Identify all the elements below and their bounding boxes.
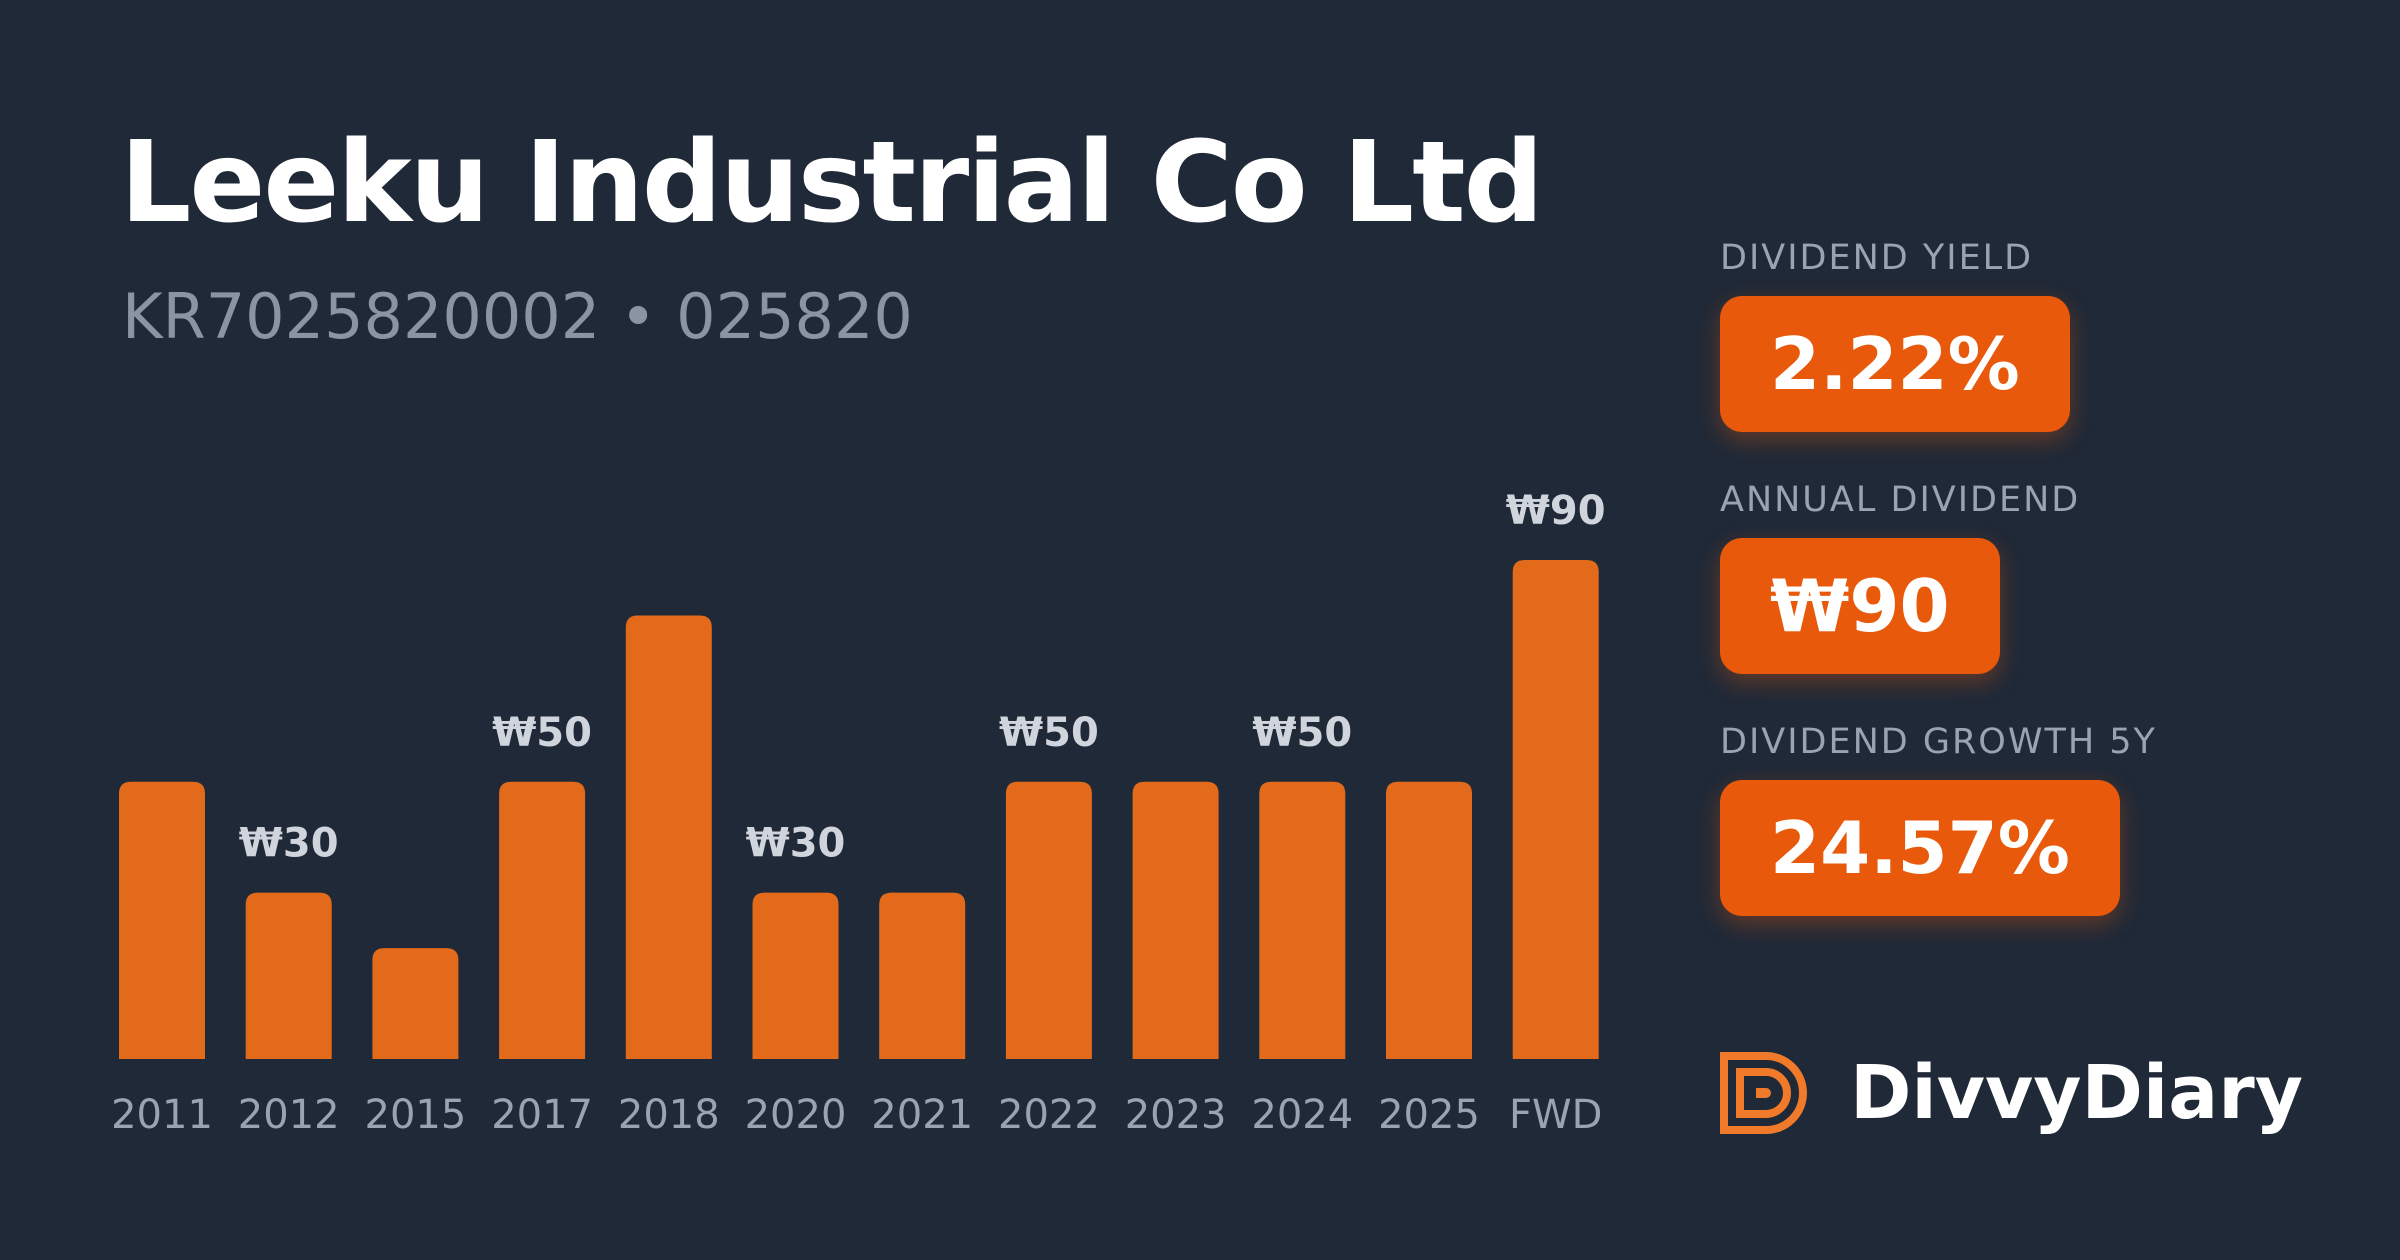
x-tick-label: 2024 — [1251, 1092, 1353, 1138]
logo — [1720, 1052, 1807, 1134]
value-label: ₩30 — [746, 821, 846, 867]
subtitle: KR7025820002 • 025820 — [122, 280, 913, 353]
bar — [119, 781, 205, 1059]
x-tick-label: 2022 — [998, 1092, 1100, 1138]
bar — [1132, 781, 1219, 1059]
x-tick-label: 2021 — [871, 1092, 973, 1138]
x-tick-label: 2017 — [491, 1092, 593, 1138]
stat-row: 24.57% — [1720, 780, 2157, 964]
bar — [1512, 560, 1599, 1059]
bar — [879, 892, 966, 1059]
chart: 2011 2012 ₩30 2015 2017 ₩50 2018 2020 ₩30 2021 202… — [111, 488, 1606, 1138]
stat-value: ₩90 — [1720, 538, 2000, 674]
bar — [372, 948, 459, 1059]
stat-label: DIVIDEND GROWTH 5Y — [1720, 722, 2157, 762]
bar — [1005, 781, 1092, 1059]
x-tick-label: 2023 — [1125, 1092, 1227, 1138]
x-tick-label: 2018 — [618, 1092, 720, 1138]
x-tick-label: 2012 — [238, 1092, 340, 1138]
stat-row: 2.22% — [1720, 296, 2157, 480]
x-tick-label: 2020 — [745, 1092, 847, 1138]
value-label: ₩50 — [1252, 710, 1352, 756]
value-label: ₩50 — [999, 710, 1099, 756]
stat-label: ANNUAL DIVIDEND — [1720, 480, 2081, 520]
stat-value: 24.57% — [1720, 780, 2120, 916]
value-label: ₩30 — [239, 821, 339, 867]
stats-panel: DIVIDEND YIELD 2.22% ANNUAL DIVIDEND ₩90 DIV… — [1720, 238, 2157, 964]
bar — [752, 892, 839, 1059]
value-label: ₩50 — [492, 710, 592, 756]
stat-label: DIVIDEND YIELD — [1720, 238, 2034, 278]
brand: DivvyDiary — [1720, 1050, 2303, 1136]
title: Leeku Industrial Co Ltd — [120, 118, 1544, 248]
stat-value: 2.22% — [1720, 296, 2070, 432]
value-label: ₩90 — [1506, 488, 1606, 534]
bar — [499, 781, 586, 1059]
bar — [1386, 781, 1472, 1059]
bar — [1259, 781, 1346, 1059]
bar — [625, 615, 712, 1059]
x-tick-label: 2025 — [1378, 1092, 1480, 1138]
stat-row: ₩90 — [1720, 538, 2157, 722]
x-tick-label: FWD — [1509, 1092, 1602, 1138]
x-tick-label: 2015 — [365, 1092, 467, 1138]
bar — [245, 892, 332, 1059]
x-tick-label: 2011 — [111, 1092, 213, 1138]
brand-name: DivvyDiary — [1850, 1050, 2303, 1136]
